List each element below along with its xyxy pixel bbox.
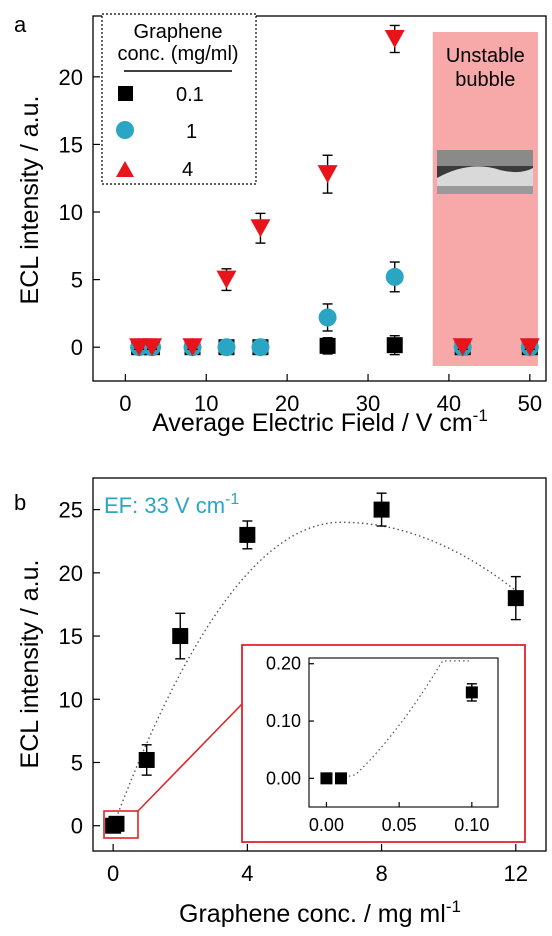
panel-a-axes: 0 10 20 30 40 50 0 5 10 15 20 bbox=[59, 65, 543, 416]
panel-b-label: b bbox=[14, 490, 26, 515]
y-tick-label: 0.00 bbox=[266, 768, 301, 788]
legend-title-line1: Graphene bbox=[134, 21, 223, 43]
x-tick-label: 20 bbox=[275, 391, 299, 416]
x-tick-label: 0.05 bbox=[382, 815, 417, 835]
x-tick-label: 30 bbox=[356, 391, 380, 416]
data-point-triangle bbox=[142, 338, 163, 357]
legend-entry-4: 4 bbox=[182, 159, 193, 181]
inset-trend-curve bbox=[326, 660, 469, 779]
legend-marker-circle bbox=[116, 121, 134, 139]
legend-title-line2: conc. (mg/ml) bbox=[117, 43, 238, 65]
x-tick-label: 4 bbox=[241, 861, 253, 886]
panel-a-y-axis-label: ECL intensity / a.u. bbox=[16, 96, 44, 305]
y-tick-label: 0.20 bbox=[266, 654, 301, 674]
data-point-triangle bbox=[317, 165, 338, 184]
zoom-highlight-box bbox=[103, 810, 139, 839]
panel-b-x-axis-label: Graphene conc. / mg ml-1 bbox=[179, 897, 461, 928]
data-point-circle bbox=[251, 338, 270, 357]
unstable-bubble-label-line1: Unstable bbox=[446, 45, 525, 67]
data-point-square bbox=[334, 772, 347, 785]
panel-b-y-axis-label: ECL intensity / a.u. bbox=[16, 560, 44, 769]
y-tick-label: 0.10 bbox=[266, 711, 301, 731]
inset-plot-frame bbox=[308, 657, 499, 808]
x-tick-label: 50 bbox=[518, 391, 542, 416]
panel-b-axes: 0 4 8 12 0 5 10 15 20 25 bbox=[59, 498, 529, 886]
inset-data bbox=[320, 683, 478, 785]
x-tick-label: 0 bbox=[119, 391, 131, 416]
legend-entry-0.1: 0.1 bbox=[176, 84, 204, 106]
data-point-square bbox=[386, 337, 403, 354]
data-point-square bbox=[138, 751, 155, 768]
bubble-photo bbox=[437, 150, 533, 194]
panel-b-plot-frame bbox=[92, 477, 547, 852]
data-point-triangle bbox=[250, 219, 271, 238]
y-tick-label: 10 bbox=[59, 687, 83, 712]
y-tick-label: 10 bbox=[59, 200, 83, 225]
unstable-bubble-label-line2: bubble bbox=[455, 69, 515, 91]
data-point-circle bbox=[318, 308, 337, 327]
data-point-square bbox=[319, 337, 336, 354]
panel-a-x-axis-label: Average Electric Field / V cm-1 bbox=[152, 406, 488, 437]
data-point-triangle bbox=[129, 338, 150, 357]
x-tick-label: 0.10 bbox=[454, 815, 489, 835]
data-point-square bbox=[373, 501, 390, 518]
panel-b-data bbox=[105, 492, 524, 834]
zoom-connector-line bbox=[137, 703, 243, 812]
data-point-square bbox=[465, 686, 478, 699]
data-point-circle bbox=[385, 267, 404, 286]
legend-entry-1: 1 bbox=[186, 121, 197, 143]
legend-marker-triangle bbox=[116, 161, 134, 177]
data-point-triangle bbox=[384, 29, 405, 48]
y-tick-label: 0 bbox=[71, 814, 83, 839]
panel-b: b EF: 33 V cm-1 0 4 8 12 0 5 10 15 20 25 0.00 0.05… bbox=[14, 477, 547, 928]
data-point-square bbox=[320, 772, 333, 785]
data-point-triangle bbox=[216, 270, 237, 289]
data-point-square bbox=[108, 815, 125, 832]
x-tick-label: 8 bbox=[375, 861, 387, 886]
y-tick-label: 25 bbox=[59, 498, 83, 523]
panel-b-inset: 0.00 0.05 0.10 0.00 0.10 0.20 bbox=[266, 654, 499, 835]
panel-a-legend: Graphene conc. (mg/ml) 0.1 1 4 bbox=[101, 13, 257, 185]
unstable-bubble-region bbox=[432, 32, 538, 366]
data-point-circle bbox=[217, 338, 236, 357]
data-point-square bbox=[172, 628, 189, 645]
y-tick-label: 20 bbox=[59, 65, 83, 90]
data-point-square bbox=[507, 590, 524, 607]
y-tick-label: 20 bbox=[59, 561, 83, 586]
y-tick-label: 5 bbox=[71, 268, 83, 293]
x-tick-label: 0.00 bbox=[309, 815, 344, 835]
data-point-triangle bbox=[182, 338, 203, 357]
y-tick-label: 15 bbox=[59, 132, 83, 157]
y-tick-label: 15 bbox=[59, 624, 83, 649]
legend-marker-square bbox=[118, 86, 133, 101]
panel-b-trend-curve bbox=[112, 521, 517, 827]
panel-a: a Unstable bubble Graphene conc. (mg/ml)… bbox=[14, 12, 547, 437]
panel-a-data bbox=[129, 24, 540, 357]
x-tick-label: 12 bbox=[504, 861, 528, 886]
x-tick-label: 40 bbox=[437, 391, 461, 416]
data-point-square bbox=[239, 526, 256, 543]
panel-a-plot-frame bbox=[92, 15, 547, 382]
ef-annotation: EF: 33 V cm-1 bbox=[104, 491, 239, 518]
y-tick-label: 0 bbox=[71, 335, 83, 360]
x-tick-label: 0 bbox=[107, 861, 119, 886]
data-point-triangle bbox=[519, 338, 540, 357]
data-point-triangle bbox=[452, 338, 473, 357]
panel-a-label: a bbox=[14, 12, 27, 37]
x-tick-label: 10 bbox=[194, 391, 218, 416]
y-tick-label: 5 bbox=[71, 750, 83, 775]
inset-axes: 0.00 0.05 0.10 0.00 0.10 0.20 bbox=[266, 654, 489, 835]
